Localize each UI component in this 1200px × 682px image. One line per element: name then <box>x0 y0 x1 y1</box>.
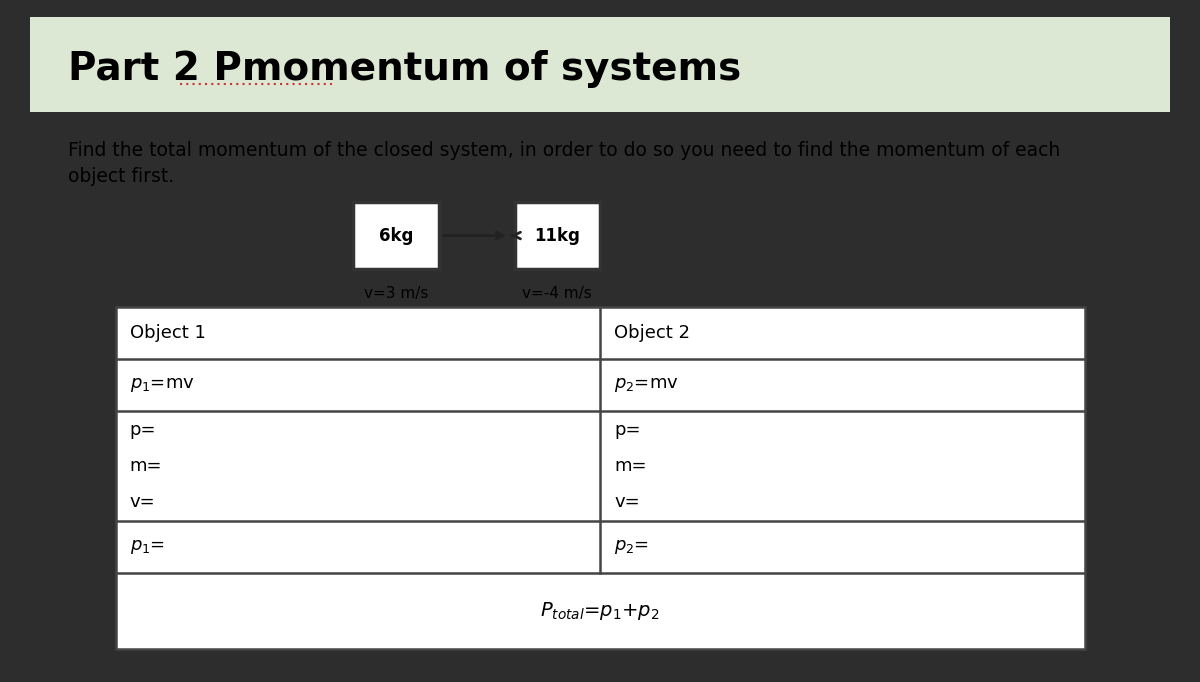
Text: $P_{total}$=$p_1$+$p_2$: $P_{total}$=$p_1$+$p_2$ <box>540 599 660 622</box>
Text: v=-4 m/s: v=-4 m/s <box>522 286 592 301</box>
Text: 11kg: 11kg <box>534 226 580 245</box>
Text: v=: v= <box>130 493 155 512</box>
Bar <box>515 203 600 269</box>
Bar <box>115 307 1085 649</box>
Text: m=: m= <box>614 457 647 475</box>
Text: $p_1$=: $p_1$= <box>130 537 164 556</box>
Text: Find the total momentum of the closed system, in order to do so you need to find: Find the total momentum of the closed sy… <box>68 140 1061 160</box>
Bar <box>353 203 438 269</box>
Text: Object 2: Object 2 <box>614 324 690 342</box>
Bar <box>30 17 1170 112</box>
Text: v=: v= <box>614 493 640 512</box>
Text: Object 1: Object 1 <box>130 324 205 342</box>
Text: Part 2 Pmomentum of systems: Part 2 Pmomentum of systems <box>68 50 742 88</box>
Text: p=: p= <box>614 421 641 439</box>
Text: object first.: object first. <box>68 167 174 186</box>
Text: m=: m= <box>130 457 162 475</box>
Text: p=: p= <box>130 421 156 439</box>
Text: $p_2$=mv: $p_2$=mv <box>614 376 679 394</box>
Text: v=3 m/s: v=3 m/s <box>364 286 428 301</box>
Text: $p_1$=mv: $p_1$=mv <box>130 376 194 394</box>
Text: 6kg: 6kg <box>378 226 413 245</box>
Text: $p_2$=: $p_2$= <box>614 537 649 556</box>
